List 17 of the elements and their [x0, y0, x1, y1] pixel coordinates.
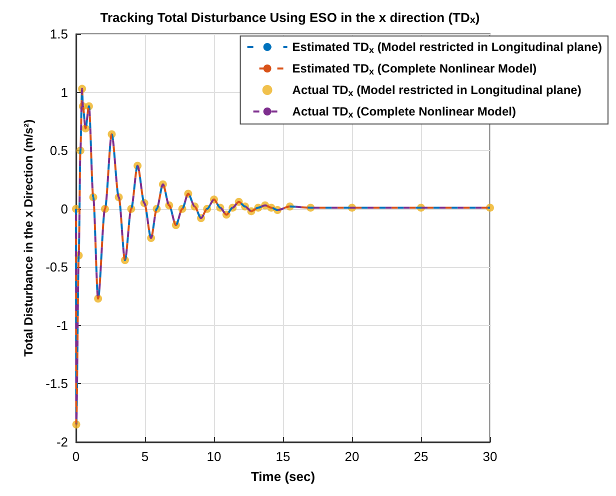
- y-tick-label: 1.5: [50, 26, 68, 42]
- y-tick-label: -1.5: [46, 376, 68, 392]
- y-tick-label: -0.5: [46, 260, 68, 275]
- y-tick-label: -2: [56, 434, 68, 450]
- x-tick-label: 25: [414, 449, 428, 464]
- x-tick-label: 15: [276, 449, 290, 464]
- y-tick-label: -1: [56, 318, 68, 333]
- y-tick-label: 0: [60, 201, 68, 216]
- x-tick-label: 10: [206, 449, 222, 464]
- x-tick-label: 0: [72, 449, 80, 464]
- y-axis-title: Total Disturbance in the x Direction (m/s²): [22, 119, 36, 357]
- y-tick-label: 0.5: [50, 143, 68, 158]
- x-tick-label: 5: [141, 449, 149, 464]
- x-axis-title: Time (sec): [250, 469, 316, 484]
- x-tick-label: 20: [344, 449, 360, 464]
- x-tick-label: 30: [482, 449, 498, 464]
- y-tick-label: 1: [60, 84, 68, 100]
